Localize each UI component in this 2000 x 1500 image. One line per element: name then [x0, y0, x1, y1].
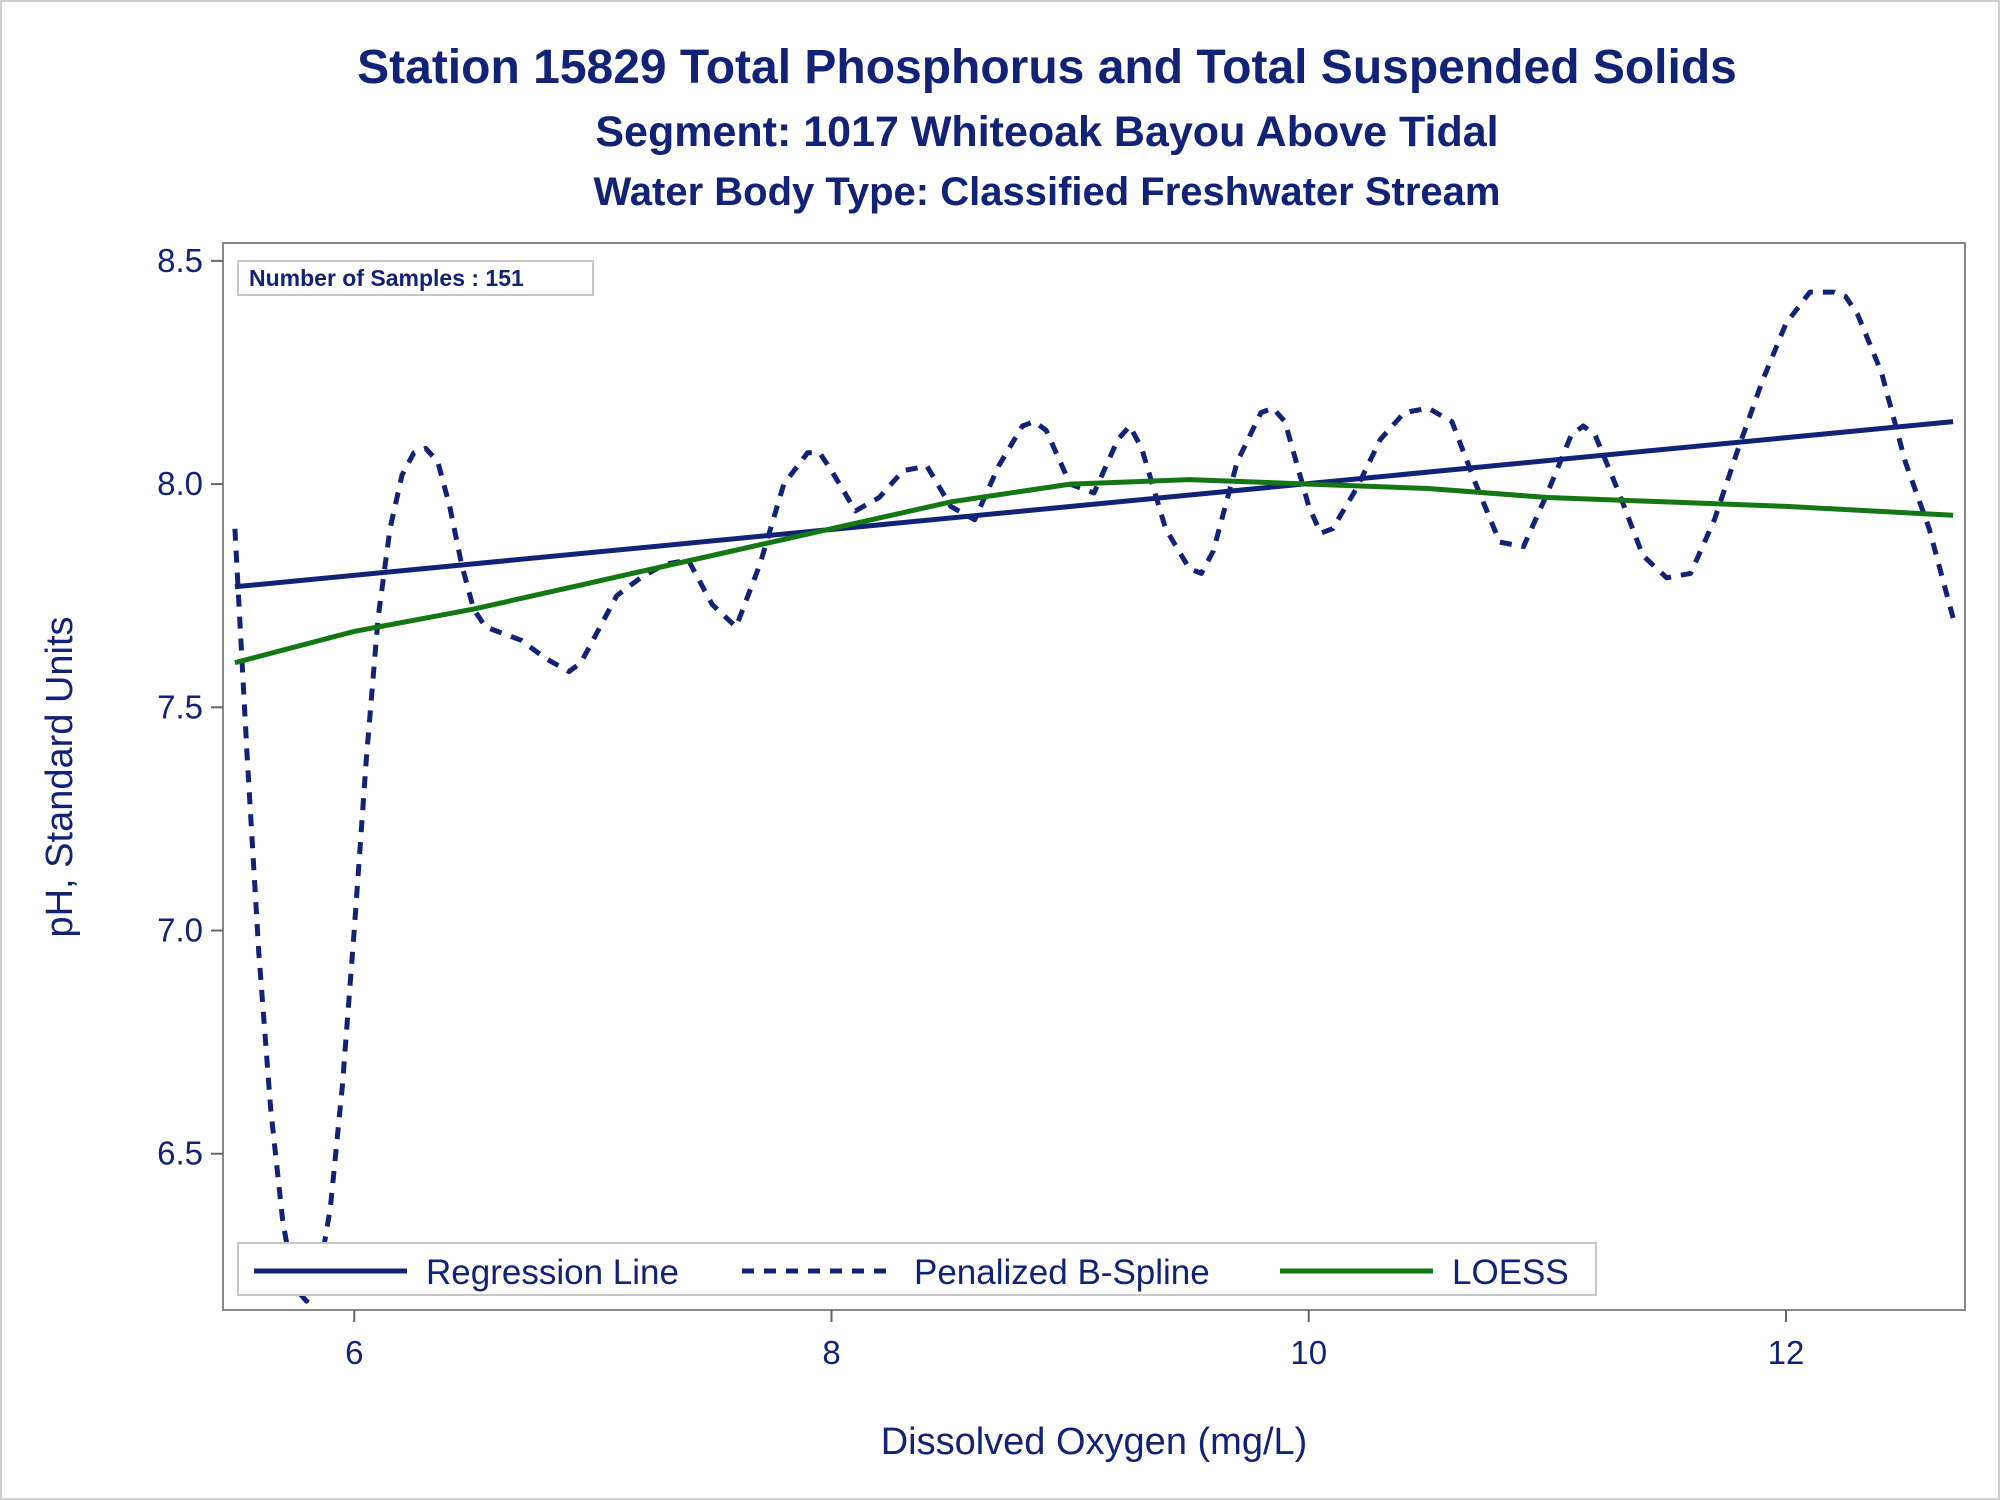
x-tick-label: 12: [1768, 1334, 1805, 1371]
series-layer: [232, 289, 1956, 1304]
plot-area: [222, 242, 1966, 1311]
legend-label-spline: Penalized B-Spline: [914, 1253, 1210, 1292]
y-tick-label: 7.0: [157, 912, 203, 949]
legend: Regression Line Penalized B-Spline LOESS: [237, 1242, 1597, 1296]
penalized-bspline-line: [232, 289, 1956, 1304]
inset-note-box: Number of Samples : 151: [237, 260, 594, 296]
loess-line: [234, 477, 1954, 666]
legend-label-regression: Regression Line: [426, 1253, 679, 1292]
inset-note: Number of Samples : 151: [249, 265, 524, 291]
chart-title: Station 15829 Total Phosphorus and Total…: [357, 41, 1737, 94]
chart-subtitle-2: Water Body Type: Classified Freshwater S…: [593, 170, 1501, 214]
y-tick-label: 7.5: [157, 688, 203, 725]
y-tick-label: 8.0: [157, 465, 203, 502]
inset-note-border: [237, 260, 594, 296]
x-axis-title: Dissolved Oxygen (mg/L): [881, 1421, 1308, 1463]
x-tick-label: 10: [1290, 1334, 1327, 1371]
y-tick-label: 6.5: [157, 1135, 203, 1172]
x-tick-label: 8: [822, 1334, 840, 1371]
chart-subtitle: Segment: 1017 Whiteoak Bayou Above Tidal: [595, 108, 1499, 156]
y-tick-label: 8.5: [157, 242, 203, 279]
axes: 6 8 10 12 6.5 7.0 7.5 8.0 8.5: [157, 242, 1804, 1371]
y-axis-title: pH, Standard Units: [39, 616, 81, 937]
x-tick-label: 6: [345, 1334, 363, 1371]
legend-label-loess: LOESS: [1452, 1253, 1569, 1292]
regression-line: [234, 419, 1954, 590]
